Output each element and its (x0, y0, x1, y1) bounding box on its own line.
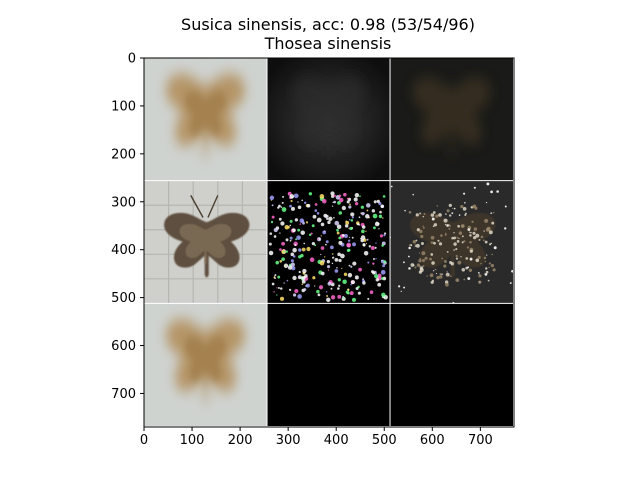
tile-r0-c0 (144, 58, 268, 181)
y-tick-label: 0 (128, 52, 136, 67)
x-tick-label: 600 (420, 433, 445, 448)
tile-r2-c2 (390, 303, 514, 427)
tile-r1-c2 (390, 180, 514, 304)
tile-grid (144, 58, 514, 427)
axes: 0 100 200 300 400 500 600 700 0 100 200 300 400 500 60… (111, 52, 515, 448)
tile-r1-c1 (267, 180, 391, 304)
tile-r1-c0 (144, 180, 268, 304)
axes-frame (143, 57, 515, 428)
tile-r0-c1 (267, 58, 391, 181)
x-tick-label: 700 (468, 433, 493, 448)
y-tick-label: 300 (111, 195, 136, 210)
y-tick-label: 500 (111, 291, 136, 306)
tile-r2-c0 (144, 303, 268, 427)
y-tick-label: 700 (111, 387, 136, 402)
y-tick-label: 100 (111, 99, 136, 114)
x-tick-label: 0 (140, 433, 148, 448)
tile-r2-c1 (267, 303, 391, 427)
x-tick-label: 400 (324, 433, 349, 448)
x-tick-label: 200 (228, 433, 253, 448)
x-tick-label: 500 (372, 433, 397, 448)
y-tick-label: 400 (111, 243, 136, 258)
x-tick-label: 300 (276, 433, 301, 448)
x-tick-label: 100 (180, 433, 205, 448)
y-tick-label: 200 (111, 147, 136, 162)
tile-r0-c2 (390, 58, 514, 181)
y-tick-label: 600 (111, 339, 136, 354)
chart-title-line2: Thosea sinensis (264, 34, 392, 53)
chart-title-line1: Susica sinensis, acc: 0.98 (53/54/96) (181, 15, 475, 34)
